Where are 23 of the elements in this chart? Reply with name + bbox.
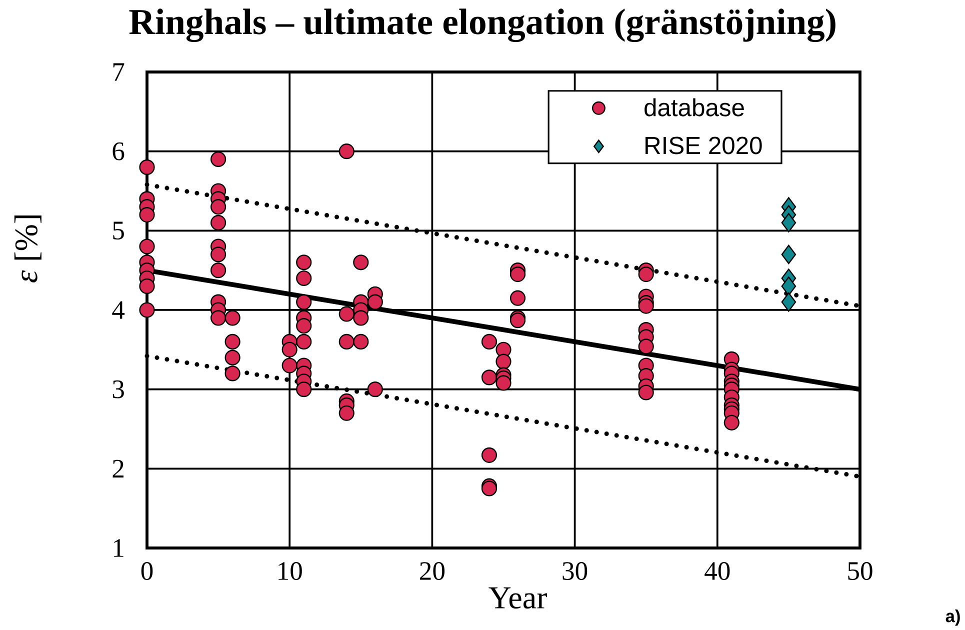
- x-tick-label: 20: [420, 562, 445, 580]
- y-tick-label: 2: [112, 460, 124, 478]
- point: [781, 276, 796, 296]
- y-tick-label: 3: [112, 380, 124, 398]
- point: [781, 244, 796, 264]
- legend-label: RISE 2020: [646, 136, 762, 154]
- x-tick-label: 30: [562, 562, 588, 580]
- point: [781, 292, 796, 312]
- point: [781, 213, 796, 232]
- text: a): [946, 610, 960, 626]
- legend-label: database: [644, 98, 744, 116]
- y-tick-label: 7: [113, 63, 124, 81]
- y-tick-label: 6: [112, 142, 124, 160]
- x-axis-title: Year: [488, 587, 547, 609]
- y-tick-label: 4: [112, 301, 125, 319]
- y-tick-label: 5: [113, 222, 124, 240]
- y-axis-title: ε [%]: [14, 216, 42, 282]
- y-tick-label: 1: [114, 539, 124, 557]
- chart-title: Ringhals – ultimate elongation (gränstöjning): [129, 8, 836, 42]
- x-tick-label: 50: [848, 562, 872, 580]
- x-tick-label: 40: [704, 562, 730, 580]
- x-tick-label: 10: [278, 562, 302, 580]
- x-tick-label: 0: [141, 562, 153, 580]
